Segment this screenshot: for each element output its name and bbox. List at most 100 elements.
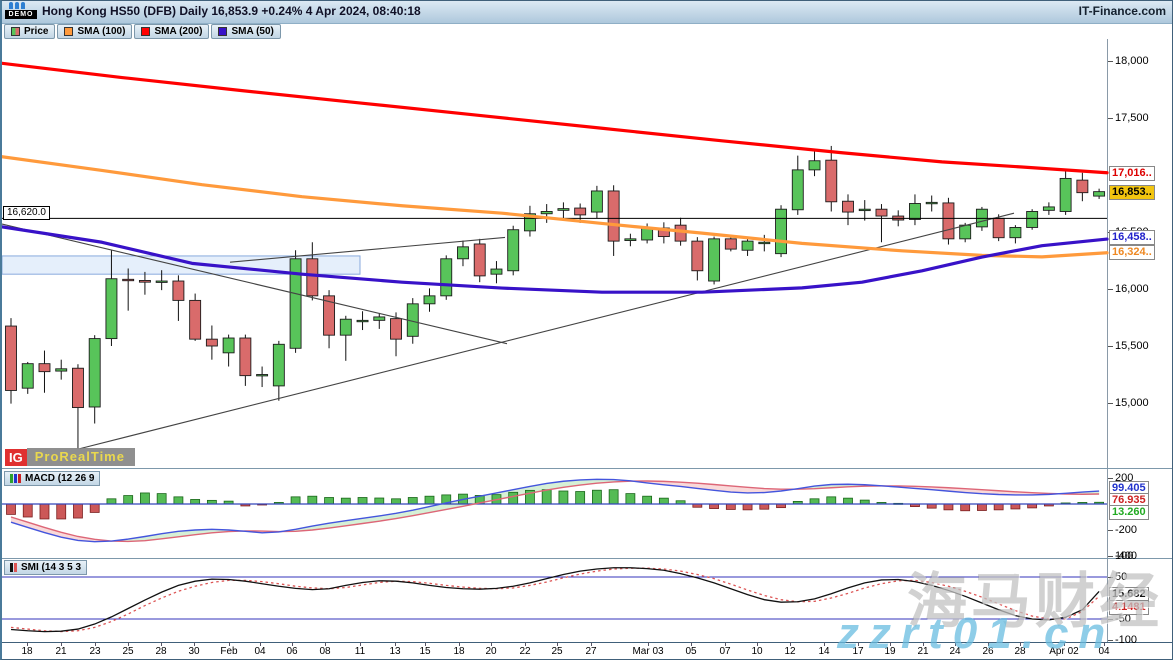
candle[interactable] [155, 270, 168, 291]
legend-tab-sma-100-[interactable]: SMA (100) [57, 24, 133, 39]
candle[interactable] [122, 268, 135, 311]
candle[interactable] [289, 250, 302, 353]
macd-histogram-bar [977, 503, 987, 511]
macd-indicator-tab[interactable]: MACD (12 26 9 [4, 471, 101, 486]
candle[interactable] [138, 271, 151, 295]
trendline[interactable] [79, 212, 1015, 450]
candle[interactable] [1026, 209, 1039, 230]
candle-body [256, 374, 269, 377]
candle[interactable] [942, 197, 955, 245]
candle[interactable] [975, 206, 988, 231]
candle[interactable] [373, 312, 386, 329]
candle-body [691, 240, 704, 272]
candle[interactable] [858, 200, 871, 221]
trendline[interactable] [229, 236, 506, 263]
candle-body [440, 258, 453, 297]
candle-body [1026, 211, 1039, 228]
x-axis-tick [161, 642, 162, 646]
candle[interactable] [88, 335, 101, 424]
legend-tab-sma-50-[interactable]: SMA (50) [211, 24, 281, 39]
candle[interactable] [423, 288, 436, 312]
trendline[interactable] [2, 223, 508, 345]
candle[interactable] [323, 290, 336, 349]
sma200-line[interactable] [2, 61, 1109, 175]
candle-body [775, 208, 787, 255]
candle[interactable] [724, 235, 737, 252]
candle[interactable] [1076, 172, 1089, 202]
candle[interactable] [222, 334, 235, 367]
candle[interactable] [205, 325, 218, 360]
candle[interactable] [708, 236, 721, 285]
x-axis-tick [890, 642, 891, 646]
x-axis-tick [491, 642, 492, 646]
candle[interactable] [21, 361, 34, 394]
candle[interactable] [1009, 225, 1022, 244]
highlight-zone[interactable] [2, 255, 361, 275]
x-axis-border [2, 642, 1172, 643]
candle[interactable] [356, 311, 369, 331]
candle[interactable] [775, 205, 787, 258]
candle[interactable] [523, 205, 536, 237]
x-axis-tick [128, 642, 129, 646]
x-axis-label: 28 [155, 646, 167, 657]
smi-icon [10, 563, 17, 572]
candle[interactable] [339, 315, 352, 361]
watermark-chinese: 海马财经 [907, 568, 1163, 635]
x-axis-tick [1064, 642, 1065, 646]
candle[interactable] [440, 255, 453, 300]
candle[interactable] [691, 237, 704, 281]
candle[interactable] [1042, 202, 1055, 215]
legend-tab-price[interactable]: Price [4, 24, 56, 39]
candle[interactable] [842, 194, 854, 226]
candle[interactable] [172, 275, 185, 321]
candle[interactable] [272, 340, 285, 401]
candle[interactable] [741, 237, 754, 256]
candle[interactable] [590, 185, 603, 219]
panel-separator[interactable] [2, 468, 1172, 469]
panel-separator[interactable] [2, 558, 1172, 559]
candle[interactable] [540, 204, 553, 223]
candle[interactable] [105, 250, 118, 346]
legend-tab-label: SMA (100) [77, 26, 126, 37]
candle[interactable] [1059, 170, 1072, 215]
candle[interactable] [38, 350, 51, 393]
candle[interactable] [5, 318, 17, 404]
sma50-line[interactable] [2, 225, 1109, 294]
candle[interactable] [557, 202, 570, 219]
macd-value-badge: 99.405 [1109, 481, 1149, 496]
candle[interactable] [1093, 188, 1106, 199]
macd-histogram-bar [407, 497, 418, 505]
candle[interactable] [909, 194, 921, 226]
candle[interactable] [624, 233, 637, 247]
candle-body [1059, 177, 1072, 212]
candle[interactable] [657, 222, 670, 244]
macd-value-badge: 13.260 [1109, 505, 1149, 520]
candle[interactable] [390, 312, 402, 357]
candle[interactable] [507, 225, 520, 276]
candle[interactable] [925, 195, 938, 212]
candle[interactable] [72, 364, 84, 449]
candle[interactable] [55, 359, 68, 380]
candle-body [105, 278, 118, 340]
candle[interactable] [256, 366, 269, 388]
candle[interactable] [239, 334, 252, 386]
sma100-line[interactable] [2, 155, 1109, 259]
candle[interactable] [875, 204, 888, 243]
candle[interactable] [473, 238, 486, 283]
smi-indicator-tab[interactable]: SMI (14 3 5 3 [4, 560, 88, 575]
candle[interactable] [825, 145, 838, 212]
candle[interactable] [607, 185, 620, 256]
candle[interactable] [490, 261, 503, 284]
level-line-label[interactable]: 16,620.0 [3, 206, 50, 220]
macd-histogram-bar [6, 503, 16, 515]
candle[interactable] [791, 155, 804, 215]
candle[interactable] [189, 293, 202, 341]
macd-axis-tick [1108, 530, 1113, 531]
candle[interactable] [306, 242, 319, 301]
candle[interactable] [457, 240, 469, 267]
x-axis-tick [325, 642, 326, 646]
legend-tab-sma-200-[interactable]: SMA (200) [134, 24, 210, 39]
candle[interactable] [808, 150, 821, 177]
candle[interactable] [758, 234, 771, 252]
